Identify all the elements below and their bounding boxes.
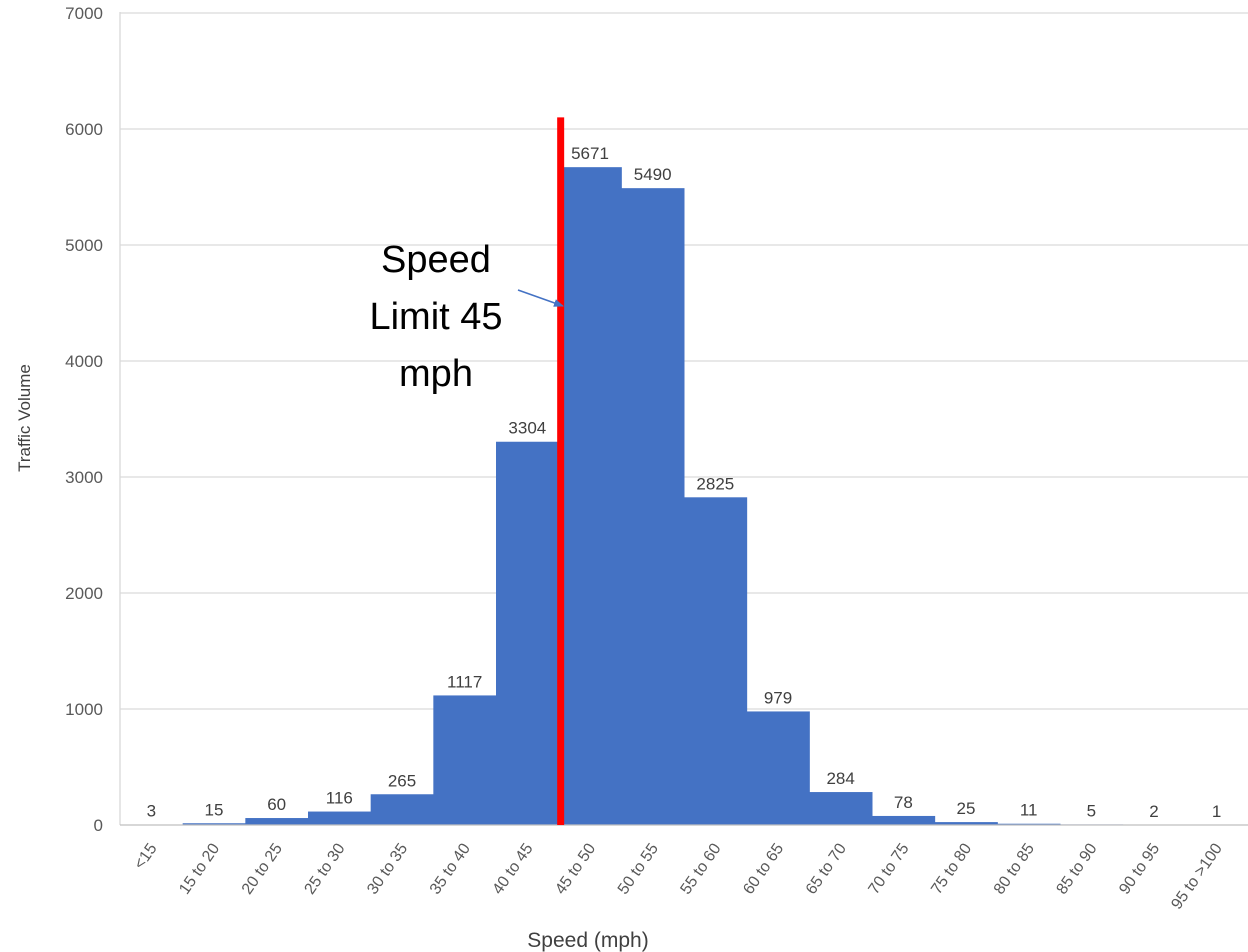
x-tick-label: 75 to 80 <box>928 840 975 897</box>
y-tick-label: 6000 <box>65 120 103 139</box>
data-label: 11 <box>1020 801 1038 820</box>
y-tick-label: 7000 <box>65 4 103 23</box>
data-label: 2 <box>1149 802 1158 821</box>
data-label: 15 <box>205 800 224 819</box>
x-tick-label: 45 to 50 <box>552 840 599 897</box>
bar <box>809 792 873 825</box>
data-label: 5490 <box>634 165 672 184</box>
bar <box>182 823 246 825</box>
bar <box>308 811 372 825</box>
data-label: 116 <box>326 789 353 808</box>
x-tick-label: 65 to 70 <box>803 840 850 897</box>
annotation-line-2: Limit 45 <box>369 296 502 338</box>
data-label: 2825 <box>696 474 734 493</box>
data-label: 284 <box>826 769 854 788</box>
bars <box>120 167 1248 825</box>
bar <box>433 695 497 825</box>
bar <box>684 497 748 825</box>
bar <box>245 818 309 825</box>
y-tick-label: 3000 <box>65 468 103 487</box>
bar <box>872 815 936 825</box>
x-tick-label: 40 to 45 <box>490 840 537 897</box>
x-tick-label: 60 to 65 <box>740 840 787 897</box>
y-tick-label: 5000 <box>65 236 103 255</box>
speed-limit-annotation: Speed Limit 45 mph <box>369 239 564 395</box>
y-axis-title: Traffic Volume <box>15 364 34 472</box>
x-tick-label: 85 to 90 <box>1054 840 1101 897</box>
bar <box>370 794 434 825</box>
annotation-arrow <box>517 289 564 307</box>
data-label: 5671 <box>571 144 609 163</box>
x-tick-label: 25 to 30 <box>302 840 349 897</box>
x-axis-title: Speed (mph) <box>527 929 648 952</box>
data-label: 3 <box>147 802 156 821</box>
data-label: 979 <box>764 688 792 707</box>
x-tick-label: 35 to 40 <box>427 840 474 897</box>
y-tick-label: 2000 <box>65 584 103 603</box>
data-label: 1117 <box>447 672 482 691</box>
x-tick-label: 80 to 85 <box>991 840 1038 897</box>
data-label: 78 <box>894 793 913 812</box>
annotation-line-1: Speed <box>381 239 491 281</box>
bar <box>496 441 560 825</box>
x-tick-label: <15 <box>131 840 161 872</box>
x-tick-label: 95 to >100 <box>1168 840 1226 912</box>
x-tick-label: 15 to 20 <box>176 840 223 897</box>
bar <box>621 188 685 825</box>
x-tick-label: 90 to 95 <box>1116 840 1163 897</box>
x-tick-label: 30 to 35 <box>364 840 411 897</box>
x-tick-label: 55 to 60 <box>678 840 725 897</box>
data-label: 25 <box>957 799 976 818</box>
y-tick-label: 1000 <box>65 700 103 719</box>
bar <box>558 167 622 825</box>
bar <box>746 711 810 825</box>
x-tick-label: 20 to 25 <box>239 840 286 897</box>
x-axis-ticks: <15 15 to 20 20 to 25 25 to 30 30 to 35 35 to… <box>131 840 1226 912</box>
y-tick-label: 4000 <box>65 352 103 371</box>
data-label: 5 <box>1087 801 1096 820</box>
y-tick-label: 0 <box>94 816 103 835</box>
x-tick-label: 70 to 75 <box>866 840 913 897</box>
data-label: 60 <box>267 795 286 814</box>
data-label: 265 <box>388 771 416 790</box>
data-label: 1 <box>1212 802 1221 821</box>
y-axis-ticks: 0 1000 2000 3000 4000 5000 6000 7000 <box>65 4 103 835</box>
bar <box>934 822 998 825</box>
annotation-line-3: mph <box>399 353 473 395</box>
data-label: 3304 <box>508 419 546 438</box>
x-tick-label: 50 to 55 <box>615 840 662 897</box>
